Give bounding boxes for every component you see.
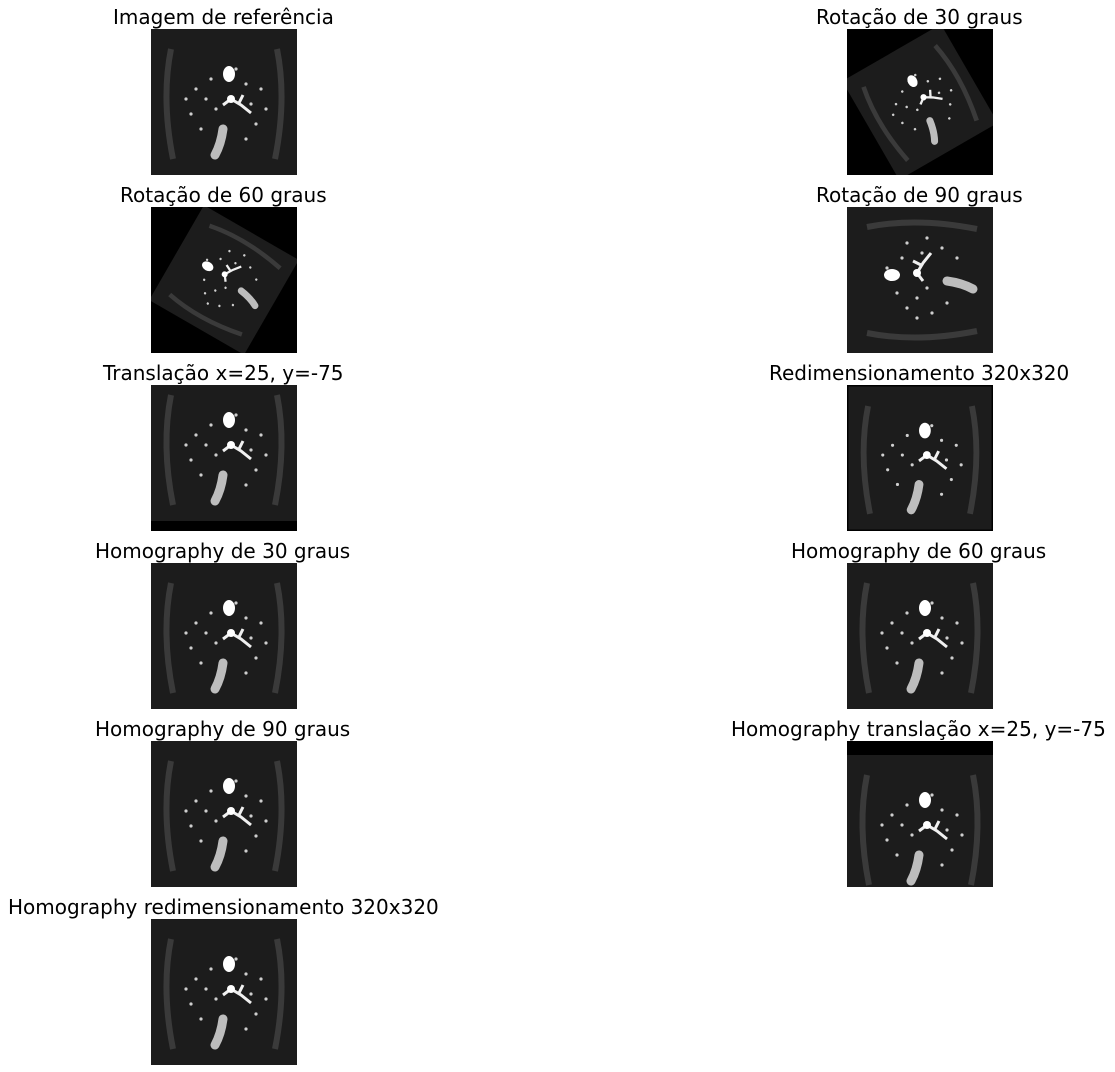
mri-image <box>847 207 993 353</box>
mri-scan-graphic <box>151 563 297 709</box>
panel-title: Homography translação x=25, y=-75 <box>731 717 1106 741</box>
panel-title: Rotação de 30 graus <box>816 5 1023 29</box>
mri-scan-graphic <box>151 385 297 531</box>
mri-image <box>847 385 993 531</box>
panel-title: Translação x=25, y=-75 <box>103 361 344 385</box>
mri-scan-graphic <box>847 29 993 175</box>
panel-title: Homography redimensionamento 320x320 <box>8 895 439 919</box>
panel-title: Imagem de referência <box>113 5 334 29</box>
panel-title: Homography de 90 graus <box>95 717 351 741</box>
mri-image <box>151 29 297 175</box>
panel-title: Redimensionamento 320x320 <box>769 361 1070 385</box>
mri-scan-graphic <box>847 207 993 353</box>
mri-image <box>847 29 993 175</box>
mri-image <box>151 563 297 709</box>
mri-image <box>151 919 297 1065</box>
mri-scan-graphic <box>847 385 993 531</box>
mri-image <box>847 563 993 709</box>
mri-image <box>151 385 297 531</box>
mri-image <box>151 207 297 353</box>
panel-title: Rotação de 60 graus <box>120 183 327 207</box>
mri-scan-graphic <box>151 919 297 1065</box>
panel-title: Homography de 60 graus <box>791 539 1047 563</box>
mri-scan-graphic <box>847 563 993 709</box>
mri-scan-graphic <box>151 741 297 887</box>
mri-image <box>847 741 993 887</box>
panel-title: Homography de 30 graus <box>95 539 351 563</box>
panel-title: Rotação de 90 graus <box>816 183 1023 207</box>
mri-scan-graphic <box>847 741 993 887</box>
mri-scan-graphic <box>151 207 297 353</box>
mri-scan-graphic <box>151 29 297 175</box>
mri-image <box>151 741 297 887</box>
